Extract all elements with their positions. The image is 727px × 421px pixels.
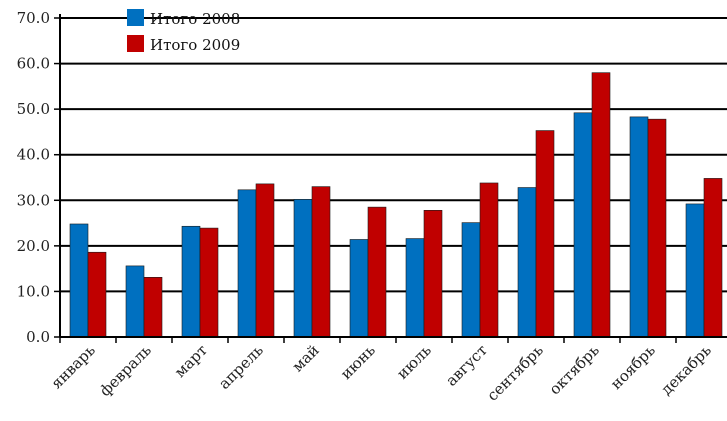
bar-2008-0 [69,223,89,338]
x-category-label: март [171,341,211,381]
bar-2009-9 [591,72,611,338]
legend-label-2008: Итого 2008 [150,10,240,28]
bar-2008-7 [461,222,481,338]
x-category-label: июль [393,341,435,383]
bar-2008-9 [573,112,593,338]
bar-2009-7 [479,182,499,338]
x-category-label: июнь [337,341,379,383]
legend-swatch-2009 [127,35,144,52]
bar-2009-4 [311,186,331,338]
x-category-label: май [288,341,322,375]
x-category-label: апрель [215,341,267,393]
grid-lines [60,17,727,293]
y-tick-label: 20.0 [17,237,50,255]
legend-swatch-2008 [127,9,144,26]
x-category-label: декабрь [657,341,714,398]
bar-2009-3 [255,183,275,338]
bar-2008-5 [349,239,369,338]
legend: Итого 2008 Итого 2009 [127,9,240,54]
bar-2008-3 [237,189,257,338]
x-category-label: ноябрь [607,341,659,393]
bar-2008-1 [125,265,145,338]
x-category-label: февраль [96,341,155,400]
bar-2009-10 [647,118,667,338]
legend-label-2009: Итого 2009 [150,36,240,54]
y-tick-label: 30.0 [17,191,50,209]
bar-2009-0 [87,251,107,338]
y-tick-label: 60.0 [17,55,50,73]
x-category-label: август [442,341,491,390]
bar-2009-11 [703,178,723,338]
bar-2008-8 [517,187,537,338]
bar-2009-1 [143,277,163,338]
bar-2008-6 [405,238,425,338]
bars [69,72,723,338]
x-category-label: январь [47,341,98,392]
y-axis-tick-labels: 0.0 10.0 20.0 30.0 40.0 50.0 60.0 70.0 [17,9,60,346]
bar-2008-10 [629,116,649,338]
y-tick-label: 40.0 [17,146,50,164]
y-tick-label: 10.0 [17,282,50,300]
bar-2009-8 [535,130,555,338]
bar-2008-11 [685,203,705,338]
bar-2008-4 [293,199,313,338]
x-category-label: октябрь [546,341,603,398]
y-tick-label: 50.0 [17,100,50,118]
bar-2009-6 [423,210,443,338]
y-tick-label: 0.0 [26,328,50,346]
bar-2009-2 [199,227,219,338]
bar-2009-5 [367,206,387,338]
bar-2008-2 [181,225,201,338]
axes [59,14,727,343]
y-tick-label: 70.0 [17,9,50,27]
x-category-label: сентябрь [483,341,547,405]
